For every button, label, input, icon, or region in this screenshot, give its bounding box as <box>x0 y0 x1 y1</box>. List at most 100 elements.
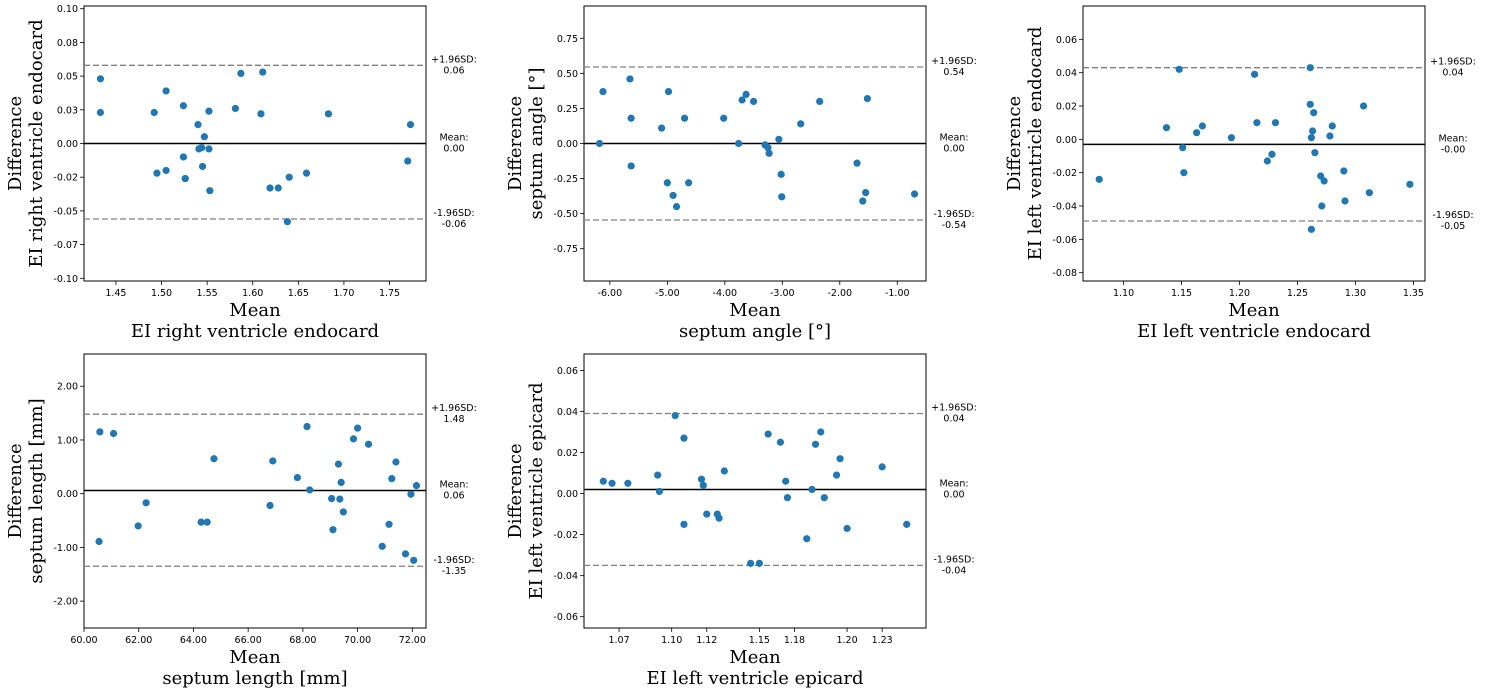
mean-label: Mean: <box>939 478 968 489</box>
lower-sd-label: -1.96SD: <box>933 209 974 220</box>
x-tick-label: 1.20 <box>1229 288 1250 299</box>
data-point <box>765 149 773 157</box>
data-point <box>336 495 344 503</box>
data-point <box>764 144 772 152</box>
data-point <box>720 467 728 475</box>
data-point <box>843 524 851 533</box>
data-point <box>378 542 386 550</box>
y-tick-label: -0.50 <box>553 209 578 220</box>
x-axis-subtitle: EI right ventricle endocard <box>131 321 379 342</box>
x-tick-label: -2.00 <box>827 288 852 299</box>
x-tick-label: 1.60 <box>242 288 263 299</box>
data-point <box>194 121 202 129</box>
x-tick-label: 62.00 <box>125 635 152 646</box>
y-tick-label: 0.06 <box>557 366 578 377</box>
data-point <box>777 170 785 178</box>
y-tick-label: 0.04 <box>1056 68 1077 79</box>
data-point <box>1326 132 1334 140</box>
data-point <box>1162 124 1171 132</box>
x-tick-label: 72.00 <box>399 635 426 646</box>
upper-sd-label: +1.96SD: <box>431 54 477 65</box>
y-axis-title: Difference <box>505 96 526 191</box>
data-point <box>406 121 415 129</box>
y-tick-label: 0.00 <box>1056 135 1077 146</box>
data-point <box>599 87 607 96</box>
lower-sd-label: -1.96SD: <box>433 208 474 219</box>
subplot-2: -6.00 -5.00 -4.00 -3.00 -2.00 -1.00 -0.75 -0.50… <box>505 5 977 342</box>
mean-label: Mean: <box>439 479 468 490</box>
mean-label: Mean: <box>939 133 968 144</box>
data-point <box>778 193 786 201</box>
lower-sd-value: -0.05 <box>1441 221 1466 232</box>
data-point <box>1359 102 1368 110</box>
data-point <box>266 501 274 510</box>
data-point <box>680 434 688 442</box>
data-point <box>627 114 635 122</box>
data-point <box>1317 172 1325 180</box>
x-tick-label: 1.55 <box>197 288 218 299</box>
data-point <box>608 479 616 487</box>
y-tick-label: 0.00 <box>557 489 578 500</box>
y-axis-subtitle: EI right ventricle endocard <box>26 19 47 267</box>
mean-label: Mean: <box>439 133 468 144</box>
data-point <box>1311 149 1319 157</box>
data-point <box>329 526 337 534</box>
y-tick-label: 0.06 <box>1056 35 1077 46</box>
y-tick-label: 0.04 <box>557 407 578 418</box>
data-point <box>364 440 373 448</box>
data-point <box>715 514 723 522</box>
lower-sd-value: -0.04 <box>942 565 967 576</box>
lower-sd-label: -1.96SD: <box>1432 210 1473 221</box>
x-tick-label: 1.23 <box>872 635 893 646</box>
data-point <box>764 430 772 438</box>
data-point <box>401 550 410 558</box>
data-point <box>776 438 785 446</box>
x-axis-title: Mean <box>229 300 281 321</box>
y-axis-title: Difference <box>5 443 26 538</box>
y-tick-label: 0.02 <box>1056 102 1077 113</box>
data-point <box>1318 202 1326 210</box>
data-point <box>1193 129 1201 137</box>
x-tick-label: -6.00 <box>598 288 623 299</box>
data-point <box>392 458 400 466</box>
data-point <box>1095 175 1103 183</box>
y-tick-label: -1.00 <box>53 543 78 554</box>
data-point <box>134 522 142 530</box>
data-point <box>285 173 293 181</box>
data-point <box>669 191 677 200</box>
data-point <box>697 475 706 483</box>
y-tick-label: 0.08 <box>57 38 78 49</box>
y-axis-title: Difference <box>5 96 26 191</box>
data-point <box>259 68 267 76</box>
data-point <box>1310 109 1318 117</box>
data-point <box>878 463 886 471</box>
data-point <box>742 90 750 98</box>
x-tick-label: 1.70 <box>333 288 354 299</box>
data-point <box>1307 134 1315 142</box>
mean-value: -0.00 <box>1441 144 1466 155</box>
y-tick-label: 1.00 <box>57 435 78 446</box>
data-point <box>783 494 792 502</box>
y-tick-label: -0.04 <box>1052 202 1077 213</box>
y-tick-label: -0.06 <box>553 612 578 623</box>
data-point <box>657 124 666 132</box>
data-point <box>1253 119 1261 127</box>
lower-sd-label: -1.96SD: <box>933 554 974 565</box>
data-point <box>747 559 755 567</box>
x-tick-label: 1.10 <box>1113 288 1134 299</box>
upper-sd-value: 0.04 <box>1442 68 1463 79</box>
data-point <box>1271 119 1280 127</box>
data-point <box>412 482 421 490</box>
data-point <box>663 179 671 187</box>
x-tick-label: 68.00 <box>289 635 316 646</box>
x-tick-label: 1.12 <box>696 635 717 646</box>
upper-sd-value: 0.04 <box>943 414 964 425</box>
y-axis-title: Difference <box>1004 96 1025 191</box>
data-point <box>162 166 170 175</box>
upper-sd-value: 0.06 <box>443 65 464 76</box>
data-point <box>1341 197 1349 205</box>
x-tick-label: -4.00 <box>713 288 738 299</box>
data-point <box>231 104 239 113</box>
data-point <box>210 455 218 463</box>
data-point <box>1365 189 1373 197</box>
